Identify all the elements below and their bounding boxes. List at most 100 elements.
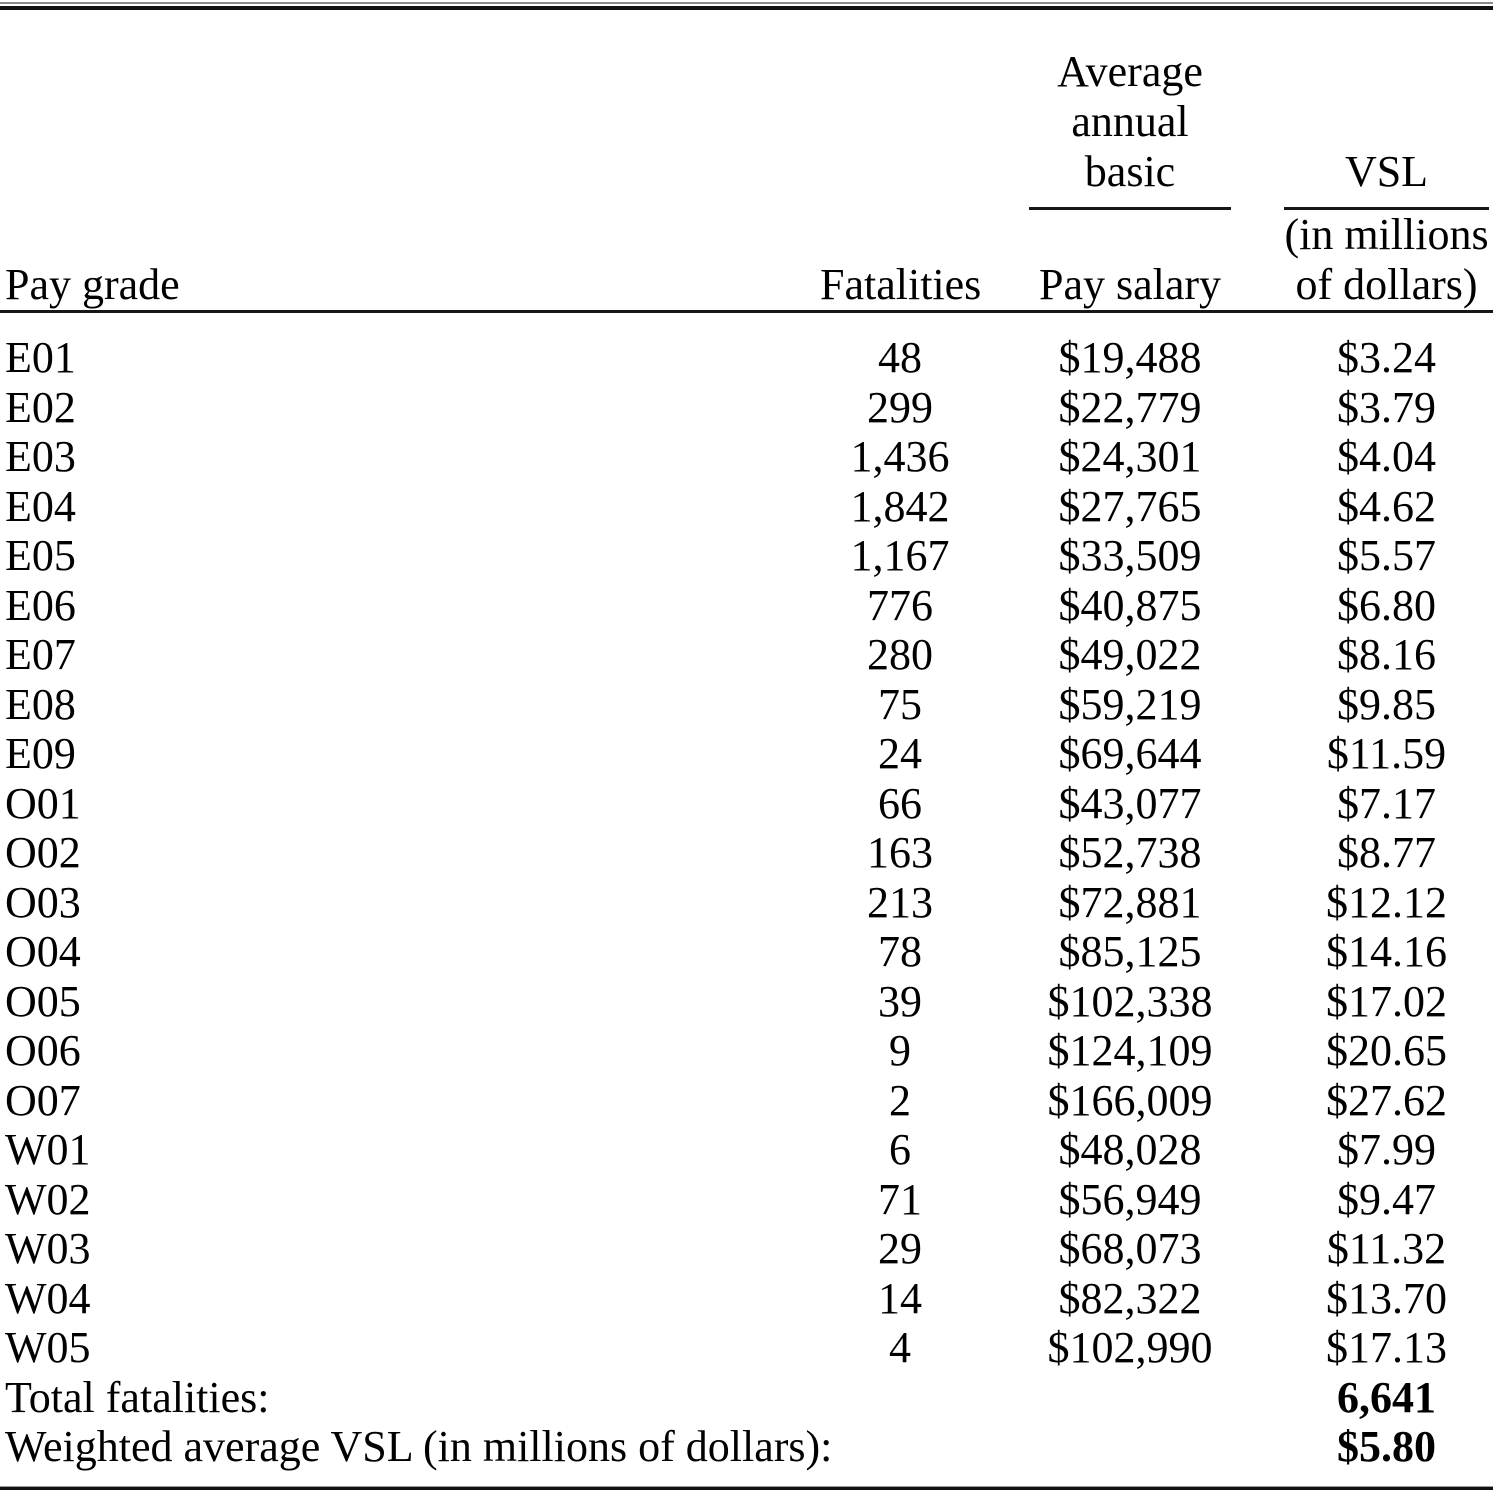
cell-fatalities: 1,842	[850, 481, 950, 531]
vsl-subheader-area: (in millions of dollars)	[1280, 210, 1493, 310]
salary-subheader-area: Pay salary	[980, 210, 1280, 310]
table-row: W04 14 $82,322 $13.70	[0, 1274, 1493, 1324]
cell-fatalities: 66	[878, 778, 922, 828]
cell-pay-salary: $27,765	[1058, 481, 1202, 531]
table-row: O04 78 $85,125 $14.16	[0, 927, 1493, 977]
cell-pay-grade: E03	[5, 432, 76, 481]
cell-fatalities: 1,436	[850, 432, 950, 481]
cell-pay-grade: E09	[5, 729, 76, 778]
cell-pay-salary: $33,509	[1058, 531, 1202, 580]
cell-pay-salary: $49,022	[1058, 630, 1202, 679]
cell-pay-grade: E08	[5, 679, 76, 729]
cell-pay-salary: $43,077	[1058, 778, 1202, 828]
table-top-rule	[0, 2, 1493, 10]
cell-pay-salary: $19,488	[1058, 333, 1202, 382]
header-cell-fatalities: Fatalities	[820, 10, 982, 312]
table-body: E01 48 $19,488 $3.24 E02 299 $22,779 $3.…	[0, 312, 1493, 1373]
cell-vsl: $7.17	[1337, 778, 1436, 828]
cell-fatalities: 71	[878, 1174, 922, 1224]
cell-vsl: $14.16	[1326, 927, 1447, 976]
cell-fatalities: 776	[867, 580, 933, 630]
table-row: E05 1,167 $33,509 $5.57	[0, 531, 1493, 581]
cell-pay-salary: $22,779	[1058, 382, 1202, 432]
table-row: E08 75 $59,219 $9.85	[0, 680, 1493, 730]
cell-vsl: $11.59	[1326, 729, 1447, 778]
vsl-group-underline	[1284, 207, 1489, 210]
summary-value: 6,641	[1337, 1372, 1436, 1422]
cell-fatalities: 39	[878, 976, 922, 1026]
cell-vsl: $13.70	[1326, 1273, 1447, 1323]
table-row: W05 4 $102,990 $17.13	[0, 1323, 1493, 1373]
cell-vsl: $17.13	[1326, 1323, 1447, 1372]
header-vsl-units-line-1: (in millions	[1284, 210, 1489, 259]
table-row: W01 6 $48,028 $7.99	[0, 1125, 1493, 1175]
header-pay-grade-label: Pay grade	[5, 260, 180, 309]
cell-pay-grade: E01	[5, 333, 76, 382]
table-row: E01 48 $19,488 $3.24	[0, 312, 1493, 383]
cell-pay-grade: E07	[5, 630, 76, 679]
cell-vsl: $17.02	[1326, 976, 1447, 1026]
cell-pay-grade: O03	[5, 877, 81, 927]
table-summary-row: Total fatalities: 6,641	[0, 1373, 1493, 1423]
cell-fatalities: 163	[867, 828, 933, 877]
cell-vsl: $5.57	[1337, 531, 1436, 580]
header-vsl-label: VSL	[1344, 147, 1429, 196]
cell-pay-salary: $59,219	[1058, 679, 1202, 729]
cell-fatalities: 24	[878, 729, 922, 778]
header-fatalities-label: Fatalities	[820, 260, 982, 309]
cell-pay-grade: W03	[5, 1224, 91, 1273]
cell-fatalities: 9	[889, 1026, 911, 1075]
cell-vsl: $12.12	[1326, 877, 1447, 927]
table-row: W02 71 $56,949 $9.47	[0, 1175, 1493, 1225]
header-salary-group-line-3: basic	[1084, 147, 1176, 196]
summary-value: $5.80	[1337, 1422, 1436, 1471]
cell-pay-salary: $24,301	[1058, 432, 1202, 481]
cell-fatalities: 78	[878, 927, 922, 976]
cell-pay-grade: E06	[5, 580, 76, 630]
table-row: O05 39 $102,338 $17.02	[0, 977, 1493, 1027]
cell-fatalities: 280	[867, 630, 933, 679]
cell-pay-grade: O04	[5, 927, 81, 976]
cell-pay-grade: E04	[5, 481, 76, 531]
cell-pay-salary: $48,028	[1058, 1125, 1202, 1174]
cell-vsl: $20.65	[1326, 1026, 1447, 1075]
summary-label: Total fatalities:	[5, 1372, 270, 1422]
table-summary-row: Weighted average VSL (in millions of dol…	[0, 1422, 1493, 1486]
cell-vsl: $3.24	[1337, 333, 1436, 382]
header-vsl-units-line-2: of dollars)	[1295, 260, 1478, 309]
cell-pay-grade: W02	[5, 1174, 91, 1224]
cell-fatalities: 6	[889, 1125, 911, 1174]
cell-fatalities: 14	[878, 1273, 922, 1323]
table-row: O06 9 $124,109 $20.65	[0, 1026, 1493, 1076]
cell-pay-grade: O07	[5, 1075, 81, 1125]
cell-vsl: $11.32	[1326, 1224, 1447, 1273]
cell-pay-grade: W01	[5, 1125, 91, 1174]
cell-fatalities: 29	[878, 1224, 922, 1273]
table-row: E03 1,436 $24,301 $4.04	[0, 432, 1493, 482]
cell-vsl: $8.77	[1337, 828, 1436, 877]
cell-vsl: $4.62	[1337, 481, 1436, 531]
table-footer: Total fatalities: 6,641 Weighted average…	[0, 1373, 1493, 1486]
cell-pay-grade: O02	[5, 828, 81, 877]
cell-pay-salary: $82,322	[1058, 1273, 1202, 1323]
cell-vsl: $7.99	[1337, 1125, 1436, 1174]
cell-vsl: $3.79	[1337, 382, 1436, 432]
cell-pay-salary: $40,875	[1058, 580, 1202, 630]
table-row: O01 66 $43,077 $7.17	[0, 779, 1493, 829]
cell-pay-salary: $166,009	[1047, 1075, 1213, 1125]
cell-pay-grade: W04	[5, 1273, 91, 1323]
cell-pay-grade: O05	[5, 976, 81, 1026]
table-row: W03 29 $68,073 $11.32	[0, 1224, 1493, 1274]
table-header: Pay grade Fatalities Average annual basi…	[0, 10, 1493, 312]
cell-fatalities: 299	[867, 382, 933, 432]
cell-pay-salary: $69,644	[1058, 729, 1202, 778]
cell-fatalities: 4	[889, 1323, 911, 1372]
cell-fatalities: 2	[889, 1075, 911, 1125]
table-bottom-rule	[0, 1485, 1493, 1490]
cell-pay-grade: E02	[5, 382, 76, 432]
table-row: E04 1,842 $27,765 $4.62	[0, 482, 1493, 532]
cell-fatalities: 1,167	[850, 531, 950, 580]
header-cell-vsl: VSL (in millions of dollars)	[1280, 10, 1493, 312]
cell-pay-grade: O01	[5, 778, 81, 828]
